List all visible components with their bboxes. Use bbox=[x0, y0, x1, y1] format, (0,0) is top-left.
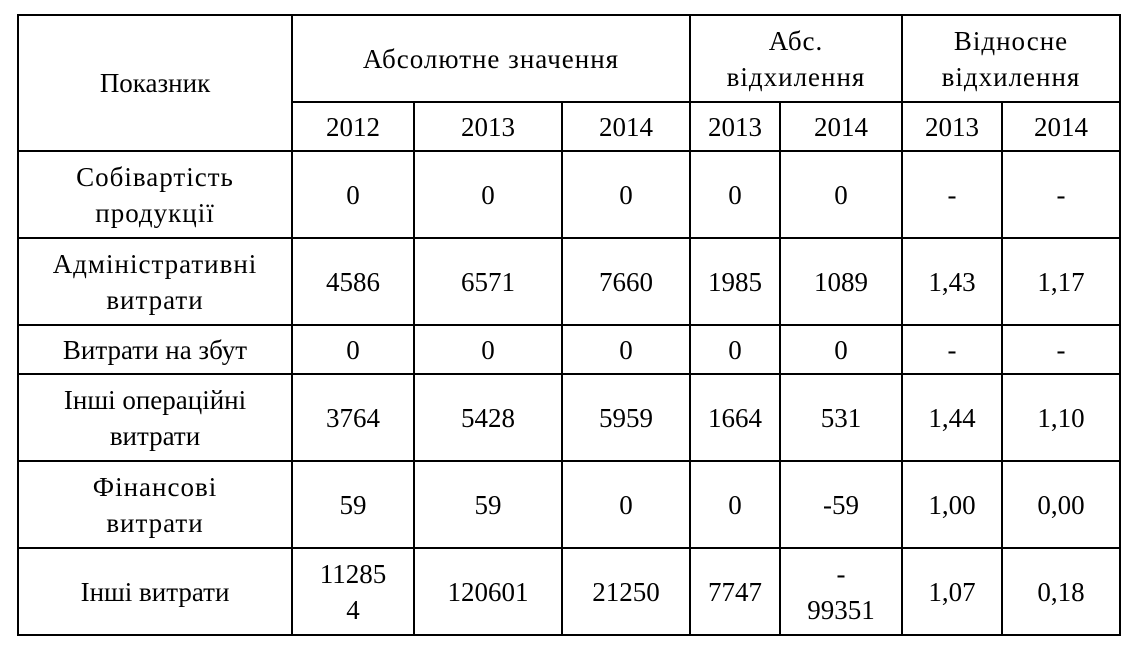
table-cell: 7660 bbox=[561, 237, 691, 326]
table-cell: 1985 bbox=[689, 237, 781, 326]
table-row: Витрати на збут 0 0 0 0 0 - - bbox=[17, 324, 1121, 375]
table-cell: 0 bbox=[689, 150, 781, 239]
header-year: 2013 bbox=[413, 101, 563, 152]
table-cell: 3764 bbox=[291, 373, 415, 462]
table-cell: 0 bbox=[291, 324, 415, 375]
table-cell: 531 bbox=[779, 373, 903, 462]
row-label: Інші витрати bbox=[17, 547, 293, 636]
header-row: Показник Абсолютне значення Абс. відхиле… bbox=[17, 14, 1121, 152]
table-cell: 0,00 bbox=[1001, 460, 1121, 549]
header-year: 2013 bbox=[901, 101, 1003, 152]
table-cell: 59 bbox=[291, 460, 415, 549]
table-cell: 0 bbox=[291, 150, 415, 239]
table-cell: 0 bbox=[561, 460, 691, 549]
row-label: Витрати на збут bbox=[17, 324, 293, 375]
table-cell: 1089 bbox=[779, 237, 903, 326]
header-abs-deviation: Абс. відхилення bbox=[689, 14, 903, 103]
table-row: Інші витрати 11285 4 120601 21250 7747 -… bbox=[17, 547, 1121, 636]
row-label: Фінансові витрати bbox=[17, 460, 293, 549]
header-year: 2013 bbox=[689, 101, 781, 152]
table-cell: 0 bbox=[779, 150, 903, 239]
table-cell: 0,18 bbox=[1001, 547, 1121, 636]
table-cell: 1,00 bbox=[901, 460, 1003, 549]
table-cell: 21250 bbox=[561, 547, 691, 636]
table-cell: 0 bbox=[689, 460, 781, 549]
table-cell: 59 bbox=[413, 460, 563, 549]
header-year: 2014 bbox=[779, 101, 903, 152]
table-row: Фінансові витрати 59 59 0 0 -59 1,00 0,0… bbox=[17, 460, 1121, 549]
table-cell: - bbox=[901, 150, 1003, 239]
table-cell: 120601 bbox=[413, 547, 563, 636]
expenses-table: Показник Абсолютне значення Абс. відхиле… bbox=[17, 14, 1121, 636]
table-cell: 0 bbox=[413, 324, 563, 375]
row-label: Адміністративні витрати bbox=[17, 237, 293, 326]
row-label: Інші операційні витрати bbox=[17, 373, 293, 462]
table-cell: -59 bbox=[779, 460, 903, 549]
table-cell: 0 bbox=[689, 324, 781, 375]
header-absolute-value: Абсолютне значення bbox=[291, 14, 691, 103]
table-cell: 1,17 bbox=[1001, 237, 1121, 326]
table-cell: 5428 bbox=[413, 373, 563, 462]
table-cell: 11285 4 bbox=[291, 547, 415, 636]
header-year: 2014 bbox=[561, 101, 691, 152]
table-cell: 0 bbox=[561, 324, 691, 375]
table-row: Адміністративні витрати 4586 6571 7660 1… bbox=[17, 237, 1121, 326]
table-cell: 6571 bbox=[413, 237, 563, 326]
table-cell: 4586 bbox=[291, 237, 415, 326]
header-indicator: Показник bbox=[17, 14, 293, 152]
table-cell: - bbox=[1001, 150, 1121, 239]
header-year: 2014 bbox=[1001, 101, 1121, 152]
header-year: 2012 bbox=[291, 101, 415, 152]
table-cell: 5959 bbox=[561, 373, 691, 462]
header-years-row: 2012 2013 2014 2013 2014 2013 2014 bbox=[18, 101, 1121, 152]
table-cell: 1664 bbox=[689, 373, 781, 462]
table-cell: 0 bbox=[779, 324, 903, 375]
table-cell: - bbox=[1001, 324, 1121, 375]
table-cell: - bbox=[901, 324, 1003, 375]
row-label: Собівартість продукції bbox=[17, 150, 293, 239]
table-row: Собівартість продукції 0 0 0 0 0 - - bbox=[17, 150, 1121, 239]
table-cell: 1,44 bbox=[901, 373, 1003, 462]
table-row: Інші операційні витрати 3764 5428 5959 1… bbox=[17, 373, 1121, 462]
header-rel-deviation: Відносне відхилення bbox=[901, 14, 1121, 103]
table-cell: 1,07 bbox=[901, 547, 1003, 636]
table-cell: 1,43 bbox=[901, 237, 1003, 326]
table-cell: 7747 bbox=[689, 547, 781, 636]
table-cell: - 99351 bbox=[779, 547, 903, 636]
table-cell: 0 bbox=[561, 150, 691, 239]
table-cell: 1,10 bbox=[1001, 373, 1121, 462]
table-cell: 0 bbox=[413, 150, 563, 239]
